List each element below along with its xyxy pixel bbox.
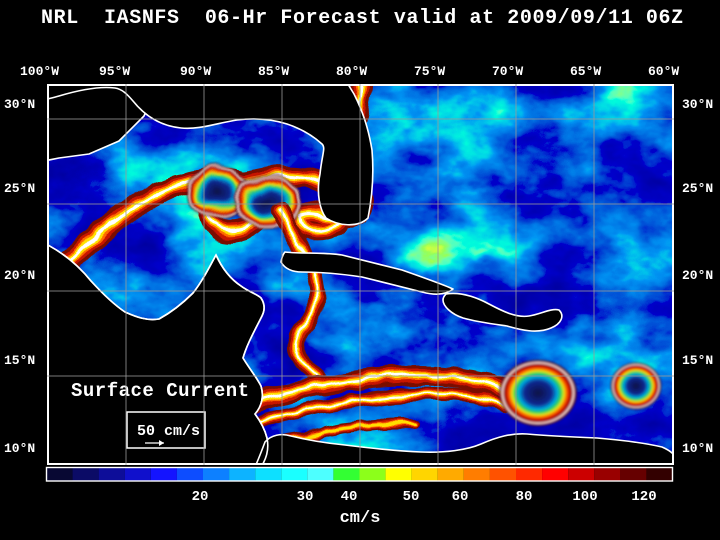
svg-text:cm/s: cm/s (340, 509, 381, 528)
svg-text:30: 30 (297, 489, 314, 505)
svg-text:40: 40 (341, 489, 358, 505)
svg-text:120: 120 (631, 489, 656, 505)
svg-text:100: 100 (572, 489, 597, 505)
svg-text:60: 60 (452, 489, 469, 505)
svg-text:50: 50 (403, 489, 420, 505)
svg-text:80: 80 (516, 489, 533, 505)
svg-text:20: 20 (192, 489, 209, 505)
